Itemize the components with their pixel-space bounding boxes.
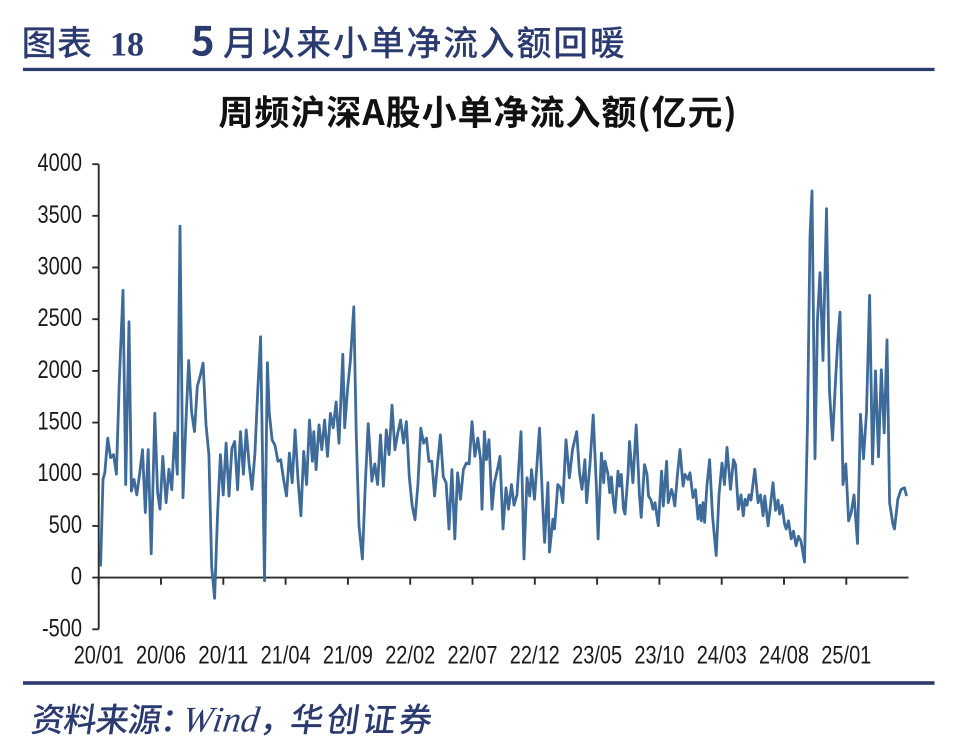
svg-text:21/04: 21/04 bbox=[261, 642, 311, 670]
svg-text:-500: -500 bbox=[42, 614, 82, 642]
svg-text:0: 0 bbox=[71, 563, 82, 591]
svg-text:25/01: 25/01 bbox=[821, 642, 871, 670]
svg-text:20/01: 20/01 bbox=[74, 642, 124, 670]
svg-text:24/08: 24/08 bbox=[759, 642, 809, 670]
svg-text:22/02: 22/02 bbox=[385, 642, 435, 670]
svg-text:21/09: 21/09 bbox=[323, 642, 373, 670]
svg-text:22/07: 22/07 bbox=[448, 642, 498, 670]
svg-text:22/12: 22/12 bbox=[510, 642, 560, 670]
svg-text:2500: 2500 bbox=[38, 304, 83, 332]
svg-text:23/10: 23/10 bbox=[634, 642, 684, 670]
svg-text:23/05: 23/05 bbox=[572, 642, 622, 670]
svg-text:4000: 4000 bbox=[38, 149, 83, 177]
svg-text:500: 500 bbox=[49, 511, 82, 539]
svg-text:20/06: 20/06 bbox=[136, 642, 186, 670]
svg-text:3500: 3500 bbox=[38, 201, 83, 229]
svg-text:1500: 1500 bbox=[38, 408, 83, 436]
svg-text:1000: 1000 bbox=[38, 459, 83, 487]
svg-text:20/11: 20/11 bbox=[198, 642, 248, 670]
svg-text:2000: 2000 bbox=[38, 356, 83, 384]
svg-text:24/03: 24/03 bbox=[697, 642, 747, 670]
svg-text:3000: 3000 bbox=[38, 253, 83, 281]
